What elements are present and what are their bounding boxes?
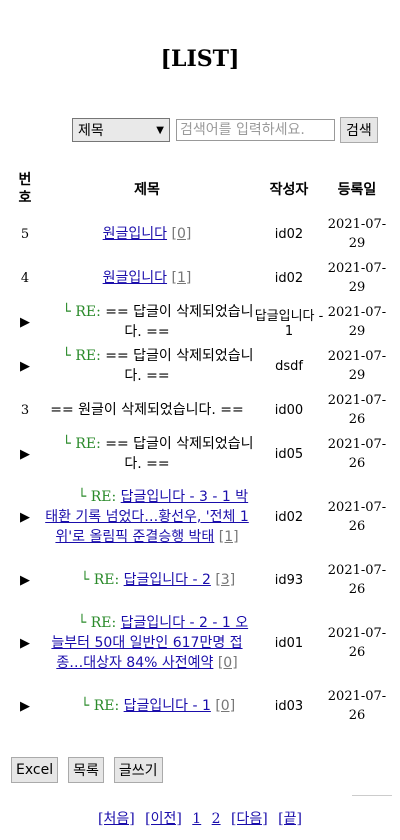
header-writer: 작성자	[269, 182, 309, 198]
reply-marker: └ RE:	[62, 436, 101, 452]
post-title-link[interactable]: 답글입니다 - 3 - 1 박태환 기록 넘었다…황선우, '전체 1위'로 올…	[45, 489, 249, 545]
post-title-link[interactable]: 원글입니다	[102, 270, 168, 286]
page-last-link[interactable]: [끝]	[278, 811, 302, 827]
search-type-value: 제목	[78, 123, 104, 139]
header-no: 번호	[10, 166, 40, 212]
row-date: 2021-07-29	[327, 217, 387, 251]
reply-marker: └ RE:	[77, 489, 117, 505]
reply-arrow-icon: ▶	[20, 572, 30, 588]
page-prev-link[interactable]: [이전]	[145, 811, 182, 827]
reply-marker: └ RE:	[62, 304, 101, 320]
page-link-1[interactable]: 1	[192, 811, 202, 827]
post-title-link[interactable]: 원글입니다	[102, 226, 168, 242]
reply-marker: └ RE:	[77, 615, 117, 631]
post-title-link[interactable]: 답글입니다 - 1	[123, 698, 211, 714]
comment-count: [1]	[218, 529, 239, 545]
reply-arrow-icon: ▶	[20, 509, 30, 525]
comment-count: [1]	[171, 270, 192, 286]
table-row: ▶ └ RE: 답글입니다 - 1 [0] id03 2021-07-26	[10, 684, 390, 728]
table-row: ▶ └ RE: == 답글이 삭제되었습니다. == dsdf 2021-07-29	[10, 344, 390, 388]
table-row: 5 원글입니다 [0] id02 2021-07-29	[10, 212, 390, 256]
row-subject: └ RE: 답글입니다 - 3 - 1 박태환 기록 넘었다…황선우, '전체 …	[40, 476, 254, 558]
comment-count: [0]	[217, 655, 238, 671]
row-subject: └ RE: == 답글이 삭제되었습니다. ==	[40, 432, 254, 476]
page-first-link[interactable]: [처음]	[98, 811, 135, 827]
reply-marker: └ RE:	[80, 698, 120, 714]
table-row: ▶ └ RE: == 답글이 삭제되었습니다. == id05 2021-07-26	[10, 432, 390, 476]
row-writer: id93	[274, 572, 304, 588]
reply-arrow-icon: ▶	[20, 314, 30, 330]
row-writer: id01	[274, 635, 304, 651]
search-button[interactable]: 검색	[340, 117, 378, 143]
deleted-notice: == 답글이 삭제되었습니다. ==	[105, 304, 254, 340]
row-writer: 답글입니다 - 1	[254, 309, 324, 339]
comment-count: [0]	[215, 698, 236, 714]
row-number: 5	[20, 226, 30, 242]
search-bar: 제목 ▼ 검색어를 입력하세요. 검색	[72, 117, 378, 143]
row-date: 2021-07-26	[327, 563, 387, 597]
row-date: 2021-07-26	[327, 437, 387, 471]
deleted-notice: == 답글이 삭제되었습니다. ==	[105, 348, 254, 384]
list-button[interactable]: 목록	[68, 757, 104, 783]
post-list-table: 번호 제목 작성자 등록일 5 원글입니다 [0] id02 2021-07-29 4 원…	[10, 166, 390, 728]
page-link-2[interactable]: 2	[211, 811, 221, 827]
excel-button[interactable]: Excel	[11, 757, 59, 783]
header-subject: 제목	[134, 182, 160, 198]
row-date: 2021-07-29	[327, 305, 387, 339]
post-title-link[interactable]: 답글입니다 - 2	[123, 572, 211, 588]
row-date: 2021-07-26	[327, 393, 387, 427]
reply-marker: └ RE:	[62, 348, 101, 364]
divider	[352, 795, 392, 796]
table-row: ▶ └ RE: 답글입니다 - 3 - 1 박태환 기록 넘었다…황선우, '전체…	[10, 476, 390, 558]
table-row: 3 == 원글이 삭제되었습니다. == id00 2021-07-26	[10, 388, 390, 432]
row-date: 2021-07-29	[327, 349, 387, 383]
row-date: 2021-07-29	[327, 261, 387, 295]
table-row: ▶ └ RE: 답글입니다 - 2 - 1 오늘부터 50대 일반인 617만명 …	[10, 602, 390, 684]
comment-count: [0]	[171, 226, 192, 242]
comment-count: [3]	[215, 572, 236, 588]
row-writer: dsdf	[275, 358, 303, 374]
pagination: [처음] [이전] 1 2 [다음] [끝]	[0, 808, 400, 828]
row-date: 2021-07-26	[327, 689, 387, 723]
write-button[interactable]: 글쓰기	[113, 757, 163, 783]
reply-arrow-icon: ▶	[20, 358, 30, 374]
row-subject: 원글입니다 [0]	[40, 212, 254, 256]
header-date: 등록일	[337, 182, 377, 198]
deleted-notice: == 답글이 삭제되었습니다. ==	[105, 436, 254, 472]
table-row: ▶ └ RE: == 답글이 삭제되었습니다. == 답글입니다 - 1 2021-0…	[10, 300, 390, 344]
action-buttons: Excel 목록 글쓰기	[11, 757, 163, 783]
row-subject: └ RE: == 답글이 삭제되었습니다. ==	[40, 344, 254, 388]
row-subject: == 원글이 삭제되었습니다. ==	[40, 388, 254, 432]
row-subject: └ RE: 답글입니다 - 2 - 1 오늘부터 50대 일반인 617만명 접…	[40, 602, 254, 684]
row-writer: id03	[274, 698, 304, 714]
row-writer: id02	[274, 270, 304, 286]
row-writer: id02	[274, 509, 304, 525]
row-subject: └ RE: 답글입니다 - 1 [0]	[40, 684, 254, 728]
page-title: [LIST]	[160, 46, 240, 72]
row-writer: id05	[274, 446, 304, 462]
header-no-label: 번호	[18, 172, 32, 206]
row-number: 3	[20, 402, 30, 418]
row-subject: └ RE: == 답글이 삭제되었습니다. ==	[40, 300, 254, 344]
row-date: 2021-07-26	[327, 500, 387, 534]
table-row: 4 원글입니다 [1] id02 2021-07-29	[10, 256, 390, 300]
search-type-select[interactable]: 제목 ▼	[72, 118, 170, 142]
reply-arrow-icon: ▶	[20, 446, 30, 462]
row-number: 4	[20, 270, 30, 286]
search-input[interactable]: 검색어를 입력하세요.	[176, 119, 335, 141]
post-title-link[interactable]: 답글입니다 - 2 - 1 오늘부터 50대 일반인 617만명 접종…대상자 …	[51, 615, 249, 671]
row-subject: └ RE: 답글입니다 - 2 [3]	[40, 558, 254, 602]
deleted-notice: == 원글이 삭제되었습니다. ==	[50, 402, 244, 418]
row-date: 2021-07-26	[327, 626, 387, 660]
row-writer: id00	[274, 402, 304, 418]
row-writer: id02	[274, 226, 304, 242]
row-subject: 원글입니다 [1]	[40, 256, 254, 300]
table-row: ▶ └ RE: 답글입니다 - 2 [3] id93 2021-07-26	[10, 558, 390, 602]
reply-marker: └ RE:	[80, 572, 120, 588]
reply-arrow-icon: ▶	[20, 635, 30, 651]
chevron-down-icon: ▼	[156, 124, 164, 136]
reply-arrow-icon: ▶	[20, 698, 30, 714]
page-next-link[interactable]: [다음]	[231, 811, 268, 827]
